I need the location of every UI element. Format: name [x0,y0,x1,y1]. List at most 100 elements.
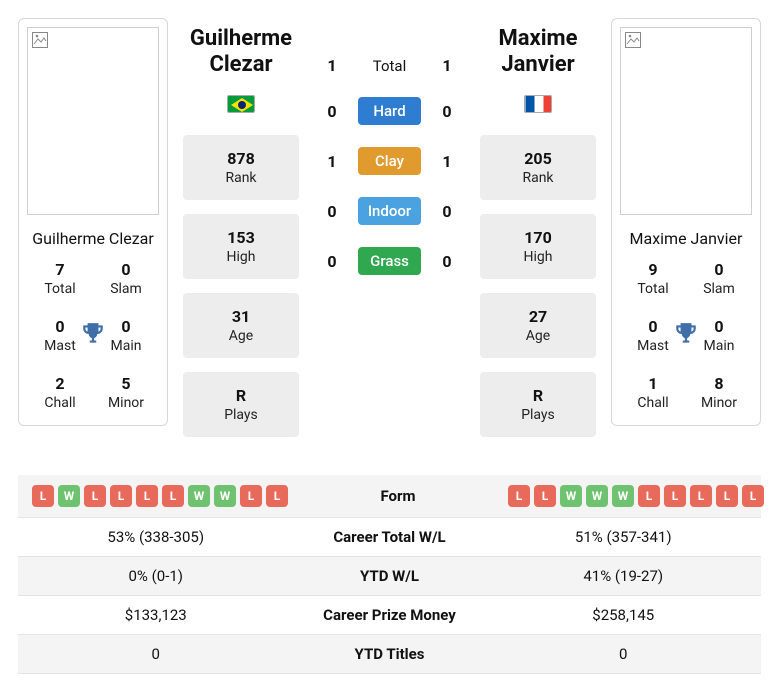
title-label: Minor [686,395,752,411]
form-badges: LWLLLLWWLL [32,485,288,507]
player-right-name-line2: Janvier [501,52,574,77]
surface-label: Indoor [358,197,421,225]
player-left-name-line1: Guilherme [190,26,292,51]
surface-chip[interactable]: Clay [358,147,421,175]
title-label: Total [27,281,93,297]
surface-row: 1Total1 [318,56,461,75]
stat-block: 170High [480,214,596,279]
player-right-info-column: Maxime Janvier 205Rank170High27AgeRPlays [480,18,596,451]
comparison-label: YTD W/L [280,567,500,585]
title-cell: 2Chall [27,374,93,411]
stat-value: 170 [484,228,592,247]
comparison-right-value: 51% (357-341) [500,528,748,546]
player-left-heading: Guilherme Clezar [183,26,299,79]
title-cell: 8 Minor [686,374,752,411]
surface-chip[interactable]: Grass [358,247,421,275]
comparison-right-value: LLWWWLLLLL [508,485,764,507]
surface-chip[interactable]: Hard [358,97,421,125]
player-left-titles-grid: 7Total0Slam0Mast0Main2Chall5Minor [27,260,159,411]
title-cell: 9 Total [620,260,686,297]
form-loss-badge: L [742,485,764,507]
comparison-row: 0% (0-1)YTD W/L41% (19-27) [18,557,761,596]
title-label: Minor [93,395,159,411]
surface-comparison: 1Total10Hard01Clay10Indoor00Grass0 [314,18,465,297]
trophy-icon [80,321,106,351]
comparison-right-value: 0 [500,645,748,663]
form-loss-badge: L [162,485,184,507]
form-loss-badge: L [638,485,660,507]
comparison-row: LWLLLLWWLLFormLLWWWLLLLL [18,475,761,518]
form-loss-badge: L [110,485,132,507]
surface-right-count: 0 [433,252,461,271]
surface-left-count: 0 [318,102,346,121]
comparison-table: LWLLLLWWLLFormLLWWWLLLLL53% (338-305)Car… [18,475,761,674]
stat-block: 31Age [183,293,299,358]
comparison-label: Career Total W/L [280,528,500,546]
title-value: 5 [93,374,159,393]
stat-block: RPlays [480,372,596,437]
title-value: 9 [620,260,686,279]
trophy-icon [673,321,699,351]
title-value: 7 [27,260,93,279]
stat-block: 27 Age [480,293,596,358]
stat-label: Plays [484,407,592,423]
form-win-badge: W [58,485,80,507]
stat-value: 27 [484,307,592,326]
broken-image-icon [625,32,641,48]
title-cell: 0Slam [686,260,752,297]
player-left-name-line2: Clezar [209,52,272,77]
comparison-right-value: 41% (19-27) [500,567,748,585]
stat-label: Rank [187,170,295,186]
broken-image-icon [32,32,48,48]
stat-label: Plays [187,407,295,423]
title-value: 8 [686,374,752,393]
form-loss-badge: L [266,485,288,507]
form-loss-badge: L [84,485,106,507]
form-win-badge: W [586,485,608,507]
surface-left-count: 1 [318,56,346,75]
form-loss-badge: L [508,485,530,507]
surface-right-count: 0 [433,102,461,121]
player-right-card: Maxime Janvier 9Total0Slam0Mast0Main1Cha… [611,18,761,426]
surface-label: Total [358,57,421,75]
stat-label: Age [484,328,592,344]
stat-value: 153 [187,228,295,247]
form-win-badge: W [612,485,634,507]
player-right-stat-stack: 205Rank170High27AgeRPlays [480,135,596,437]
surface-label: Grass [358,247,421,275]
player-right-photo-placeholder [620,27,752,215]
title-label: Total [620,281,686,297]
stat-value: 878 [187,149,295,168]
comparison-left-value: 53% (338-305) [32,528,280,546]
stat-block: 878 Rank [183,135,299,200]
comparison-left-value: 0 [32,645,280,663]
surface-chip[interactable]: Indoor [358,197,421,225]
form-loss-badge: L [240,485,262,507]
comparison-row: $133,123Career Prize Money$258,145 [18,596,761,635]
comparison-label: Form [288,487,508,505]
comparison-row: 53% (338-305)Career Total W/L51% (357-34… [18,518,761,557]
player-left-card: Guilherme Clezar 7Total0Slam0Mast0Main2C… [18,18,168,426]
comparison-label: YTD Titles [280,645,500,663]
form-loss-badge: L [534,485,556,507]
title-label: Chall [27,395,93,411]
form-win-badge: W [188,485,210,507]
title-cell: 1 Chall [620,374,686,411]
player-left-info-column: Guilherme Clezar 878Rank153High31AgeRPla… [183,18,299,451]
title-cell: 5 Minor [93,374,159,411]
stat-label: Age [187,328,295,344]
comparison-left-value: $133,123 [32,606,280,624]
surface-row: 0 Hard 0 [318,97,461,125]
stat-label: Rank [484,170,592,186]
title-label: Chall [620,395,686,411]
flag-france-icon [524,95,552,113]
form-loss-badge: L [690,485,712,507]
form-win-badge: W [214,485,236,507]
title-label: Slam [686,281,752,297]
form-loss-badge: L [664,485,686,507]
comparison-right-value: $258,145 [500,606,748,624]
form-loss-badge: L [136,485,158,507]
title-value: 1 [620,374,686,393]
surface-left-count: 0 [318,252,346,271]
player-right-titles-grid: 9Total0Slam0Mast0Main1Chall8Minor [620,260,752,411]
